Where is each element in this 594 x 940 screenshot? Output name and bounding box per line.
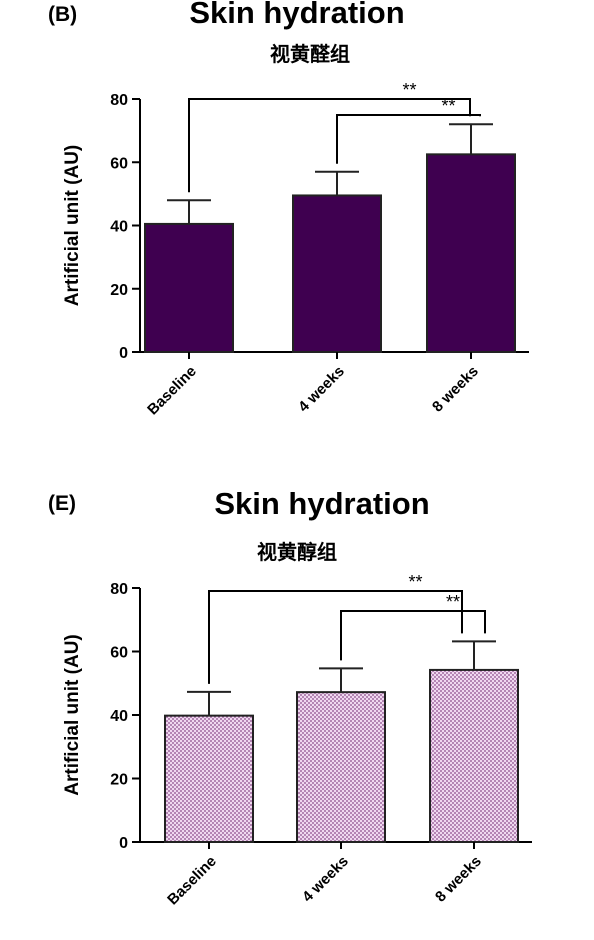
bar: [292, 194, 382, 353]
y-tick-label: 20: [110, 282, 128, 299]
significance-label: **: [446, 592, 460, 612]
chart-panel-e: 0 20 40 60 80 Artificial unit (AU) Baseline 4 w…: [0, 470, 594, 940]
significance-bracket: [208, 590, 463, 684]
significance-label: **: [408, 572, 422, 592]
x-tick-label: 4 weeks: [299, 853, 352, 906]
y-tick-label: 0: [119, 835, 128, 852]
y-tick-label: 80: [110, 92, 128, 109]
x-tick-label: 8 weeks: [429, 363, 482, 416]
chart-panel-b: 0 20 40 60 80 Artificial unit (AU) Baseline 4 w…: [48, 0, 529, 419]
y-tick-label: 20: [110, 772, 128, 789]
y-axis-label: Artificial unit (AU): [62, 145, 83, 307]
y-axis-label: Artificial unit (AU): [62, 634, 83, 796]
bar: [296, 691, 386, 843]
y-tick-label: 80: [110, 581, 128, 598]
x-tick-label: 8 weeks: [432, 853, 485, 906]
significance-label: **: [402, 80, 416, 100]
panel-label: (E): [48, 492, 76, 515]
x-tick-label: Baseline: [164, 853, 220, 909]
bar: [426, 153, 516, 353]
bar: [429, 668, 519, 843]
y-tick-label: 40: [110, 708, 128, 725]
x-tick-label: 4 weeks: [295, 363, 348, 416]
significance-bracket: [336, 114, 481, 164]
significance-bracket: [340, 610, 486, 661]
x-tick-label: Baseline: [144, 363, 200, 419]
chart-plot-b: 0 20 40 60 80 Artificial unit (AU) Baseline 4 w…: [62, 80, 529, 419]
chart-plot-e: 0 20 40 60 80 Artificial unit (AU) Baseline 4 w…: [62, 572, 532, 909]
chart-subtitle: 视黄醇组: [257, 540, 337, 564]
y-tick-label: 40: [110, 219, 128, 236]
bar: [164, 714, 254, 843]
significance-bracket: [188, 98, 471, 193]
y-tick-label: 60: [110, 155, 128, 172]
chart-title: Skin hydration: [214, 486, 430, 521]
y-tick-label: 60: [110, 645, 128, 662]
y-tick-label: 0: [119, 345, 128, 362]
significance-label: **: [441, 96, 455, 116]
chart-title: Skin hydration: [189, 0, 405, 30]
chart-subtitle: 视黄醛组: [270, 42, 350, 66]
panel-label: (B): [48, 3, 78, 26]
bar: [144, 222, 234, 353]
